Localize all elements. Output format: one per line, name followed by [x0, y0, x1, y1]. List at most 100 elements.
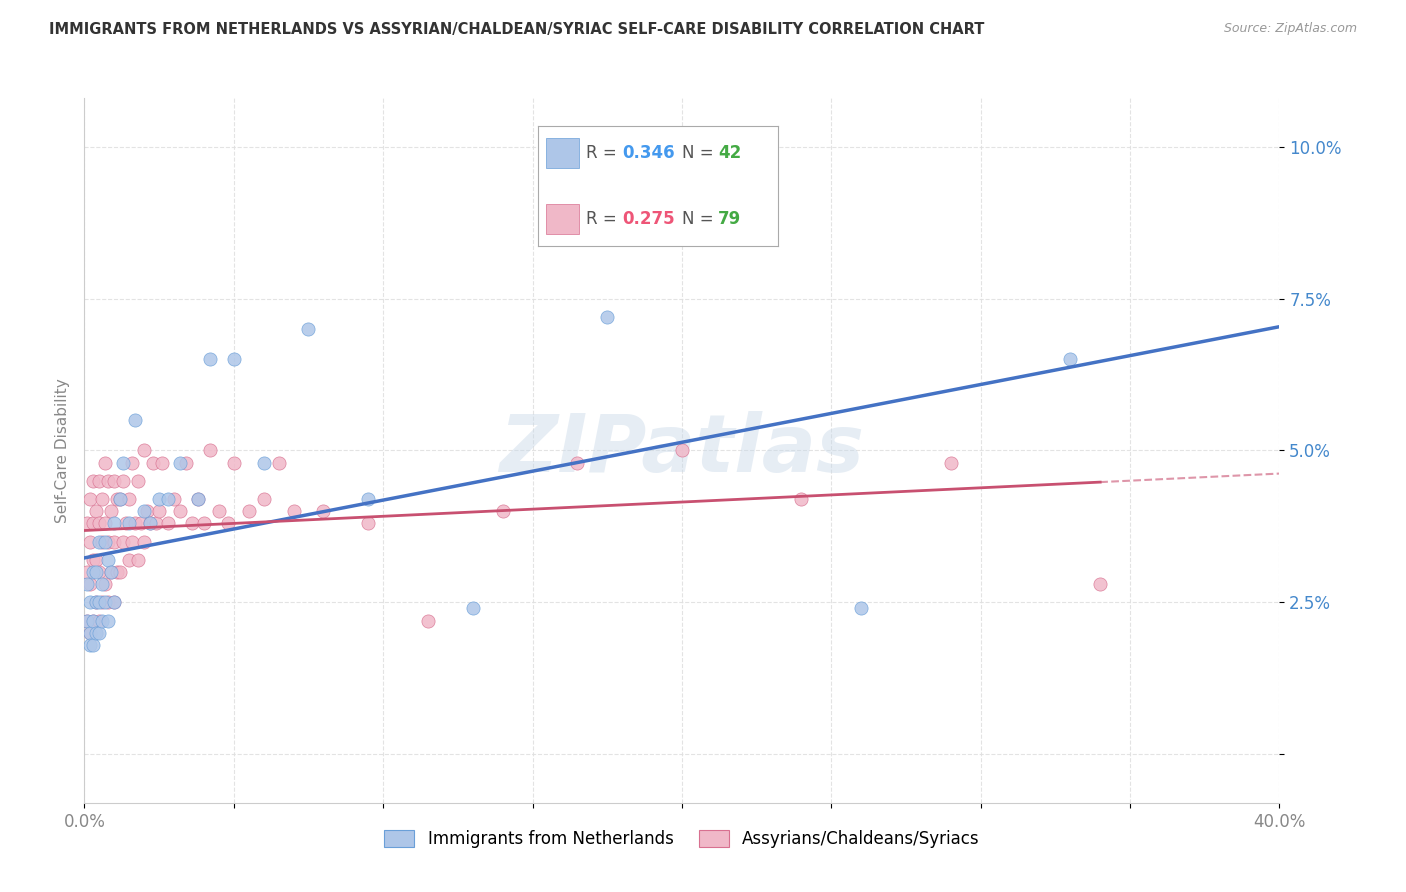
Point [112, 474, 135, 488]
Point [89, 565, 111, 579]
Point [103, 595, 125, 609]
Point [76, 614, 98, 628]
Point [76, 565, 98, 579]
Point [253, 491, 276, 506]
Point [121, 456, 143, 470]
Point [142, 456, 165, 470]
Point [129, 516, 152, 531]
Point [132, 443, 156, 458]
Point [217, 516, 239, 531]
Point [187, 491, 209, 506]
Point [97, 534, 120, 549]
Point [91, 614, 114, 628]
Point [100, 565, 122, 579]
Point [198, 443, 221, 458]
Point [89, 625, 111, 640]
Point [86, 504, 108, 518]
Point [939, 456, 962, 470]
Point [567, 456, 589, 470]
Point [132, 534, 156, 549]
Point [76, 516, 98, 531]
Text: Source: ZipAtlas.com: Source: ZipAtlas.com [1223, 22, 1357, 36]
Point [91, 534, 114, 549]
Point [82, 614, 104, 628]
Point [110, 491, 132, 506]
Point [82, 474, 104, 488]
Point [357, 491, 380, 506]
Point [181, 516, 204, 531]
Point [103, 534, 125, 549]
Point [115, 516, 138, 531]
Point [1059, 352, 1081, 367]
Point [208, 504, 231, 518]
Point [86, 553, 108, 567]
Point [112, 456, 135, 470]
Point [790, 491, 813, 506]
Point [283, 504, 305, 518]
Point [187, 491, 209, 506]
Point [79, 625, 101, 640]
Point [76, 614, 98, 628]
Point [174, 456, 197, 470]
Point [79, 638, 101, 652]
Point [124, 413, 146, 427]
Point [105, 565, 128, 579]
Point [86, 565, 108, 579]
Point [851, 601, 873, 615]
Point [169, 456, 191, 470]
Point [139, 516, 162, 531]
Point [82, 516, 104, 531]
Point [79, 534, 101, 549]
Point [132, 504, 156, 518]
Point [357, 516, 380, 531]
Point [94, 534, 117, 549]
Point [79, 625, 101, 640]
Point [100, 565, 122, 579]
Point [79, 595, 101, 609]
Point [145, 516, 167, 531]
Point [312, 504, 335, 518]
Point [118, 553, 141, 567]
Point [82, 638, 104, 652]
Point [110, 491, 132, 506]
Point [222, 456, 245, 470]
Point [148, 491, 170, 506]
Y-axis label: Self-Care Disability: Self-Care Disability [55, 378, 70, 523]
Point [89, 534, 111, 549]
Point [91, 491, 114, 506]
Point [148, 504, 170, 518]
Point [461, 601, 484, 615]
Point [1090, 577, 1112, 591]
Point [127, 474, 149, 488]
Point [163, 491, 186, 506]
Point [82, 565, 104, 579]
Point [105, 491, 128, 506]
Point [89, 516, 111, 531]
Point [89, 474, 111, 488]
Text: IMMIGRANTS FROM NETHERLANDS VS ASSYRIAN/CHALDEAN/SYRIAC SELF-CARE DISABILITY COR: IMMIGRANTS FROM NETHERLANDS VS ASSYRIAN/… [49, 22, 984, 37]
Point [297, 322, 319, 336]
Point [253, 456, 276, 470]
Point [89, 614, 111, 628]
Point [112, 534, 135, 549]
Point [492, 504, 515, 518]
Point [97, 553, 120, 567]
Point [103, 474, 125, 488]
Point [89, 595, 111, 609]
Point [193, 516, 215, 531]
Point [94, 516, 117, 531]
Point [82, 614, 104, 628]
Point [127, 553, 149, 567]
Point [94, 456, 117, 470]
Point [416, 614, 439, 628]
Point [86, 595, 108, 609]
Point [118, 516, 141, 531]
Point [238, 504, 260, 518]
Point [671, 443, 693, 458]
Point [222, 352, 245, 367]
Point [124, 516, 146, 531]
Point [136, 504, 159, 518]
Point [86, 595, 108, 609]
Text: ZIPatlas: ZIPatlas [499, 411, 865, 490]
Point [139, 516, 162, 531]
